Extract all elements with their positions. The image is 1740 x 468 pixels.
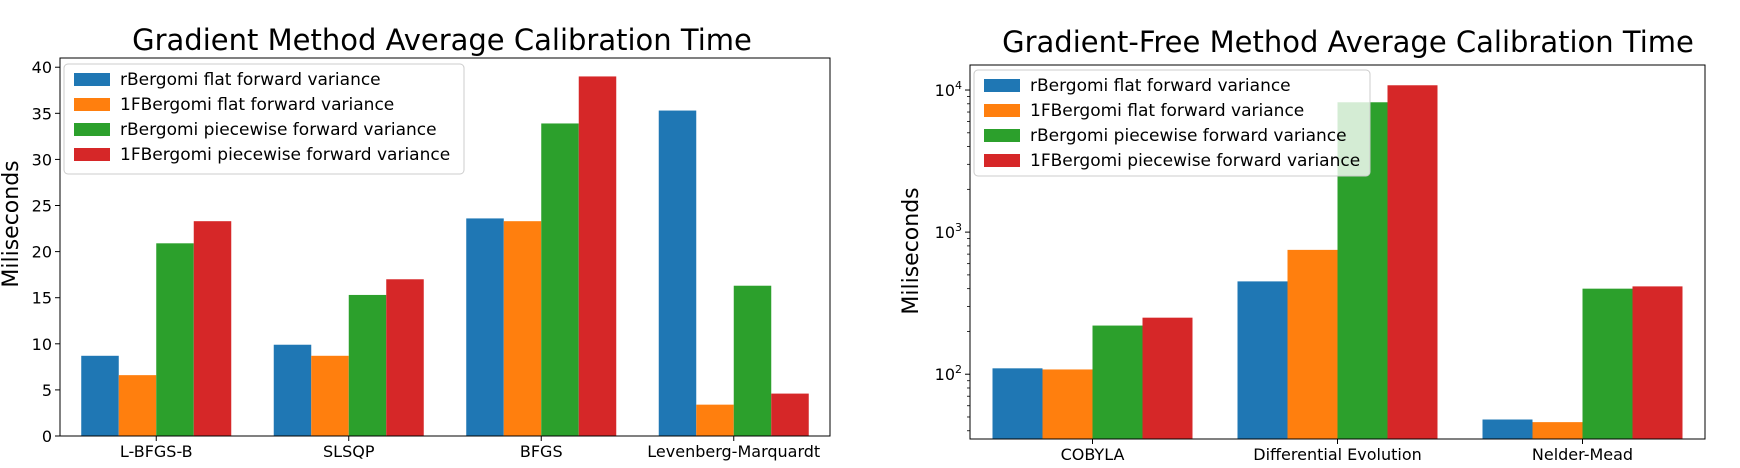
bar-3-1: [696, 404, 734, 436]
chart-title: Gradient-Free Method Average Calibration…: [1002, 25, 1694, 59]
legend-label: 1FBergomi flat forward variance: [120, 95, 394, 115]
bar-2-1: [1532, 422, 1583, 439]
legend-label: 1FBergomi piecewise forward variance: [120, 145, 450, 165]
y-tick-label: 40: [32, 58, 52, 77]
gradient-free-chart: Gradient-Free Method Average Calibration…: [899, 25, 1706, 464]
legend-label: rBergomi piecewise forward variance: [1030, 126, 1347, 146]
bar-2-0: [466, 218, 504, 436]
bar-1-0: [273, 344, 312, 436]
legend-label: rBergomi piecewise forward variance: [120, 120, 437, 140]
legend-swatch: [74, 148, 110, 161]
legend-swatch: [984, 129, 1020, 142]
y-tick-label: 0: [42, 427, 52, 446]
y-tick-label: 104: [935, 79, 962, 100]
bar-2-2: [541, 123, 579, 437]
legend-swatch: [984, 104, 1020, 117]
plot-frame: [59, 57, 831, 437]
bar-3-2: [733, 285, 772, 436]
bar-0-2: [1092, 325, 1143, 439]
bar-2-3: [578, 76, 617, 436]
bar-0-0: [81, 355, 119, 436]
y-axis-label: Miliseconds: [0, 160, 24, 287]
legend: rBergomi flat forward variance 1FBergomi …: [63, 63, 465, 175]
bar-2-2: [1582, 288, 1633, 439]
legend-label: rBergomi flat forward variance: [1030, 76, 1291, 96]
y-tick-label: 103: [935, 221, 962, 242]
bar-2-3: [1632, 286, 1683, 439]
legend-box: [63, 63, 465, 175]
y-tick-label: 20: [32, 243, 52, 262]
plot-frame: [969, 64, 1706, 440]
bar-1-3: [386, 279, 424, 436]
y-tick-label: 102: [935, 363, 962, 384]
bar-2-1: [503, 221, 542, 436]
x-tick-label: Differential Evolution: [1253, 445, 1422, 464]
bar-1-1: [311, 355, 349, 436]
legend-label: 1FBergomi flat forward variance: [1030, 101, 1304, 121]
bar-1-3: [1387, 85, 1438, 440]
x-tick-label: L-BFGS-B: [120, 442, 193, 461]
bar-2-0: [1482, 419, 1533, 439]
legend-label: 1FBergomi piecewise forward variance: [1030, 151, 1360, 171]
legend-label: rBergomi flat forward variance: [120, 70, 381, 90]
bar-0-0: [992, 368, 1043, 439]
x-tick-label: Nelder-Mead: [1532, 445, 1633, 464]
x-tick-label: Levenberg-Marquardt: [647, 442, 820, 461]
legend-swatch: [74, 73, 110, 86]
y-tick-label: 35: [32, 104, 52, 123]
bar-0-3: [193, 221, 232, 436]
bar-0-3: [1142, 317, 1193, 439]
gradient-chart: Gradient Method Average Calibration Time…: [0, 23, 831, 461]
y-tick-label: 10: [32, 335, 52, 354]
y-axis-label: Miliseconds: [899, 187, 924, 314]
legend: rBergomi flat forward variance 1FBergomi …: [973, 69, 1371, 177]
legend-swatch: [984, 79, 1020, 92]
x-tick-label: SLSQP: [323, 442, 375, 461]
bar-0-1: [118, 375, 157, 436]
legend-box: [973, 69, 1371, 177]
bar-0-1: [1042, 369, 1093, 439]
chart-title: Gradient Method Average Calibration Time: [132, 23, 752, 57]
legend-swatch: [984, 154, 1020, 167]
legend-swatch: [74, 98, 110, 111]
x-tick-label: COBYLA: [1061, 445, 1125, 464]
x-tick-label: BFGS: [520, 442, 563, 461]
bars: [81, 76, 809, 437]
ticks: COBYLA Differential Evolution Nelder-Mead 1…: [935, 79, 1633, 464]
y-tick-label: 5: [42, 381, 52, 400]
legend-swatch: [74, 123, 110, 136]
bar-1-2: [348, 294, 387, 436]
bar-1-1: [1287, 249, 1338, 439]
bar-0-2: [156, 243, 194, 436]
y-tick-label: 25: [32, 197, 52, 216]
y-tick-label: 30: [32, 150, 52, 169]
bar-3-3: [771, 393, 809, 436]
y-tick-label: 15: [32, 289, 52, 308]
bar-3-0: [658, 110, 697, 437]
bar-1-0: [1237, 281, 1288, 439]
ticks: L-BFGS-B SLSQP BFGS Levenberg-Marquardt 0 5 10…: [32, 58, 821, 461]
